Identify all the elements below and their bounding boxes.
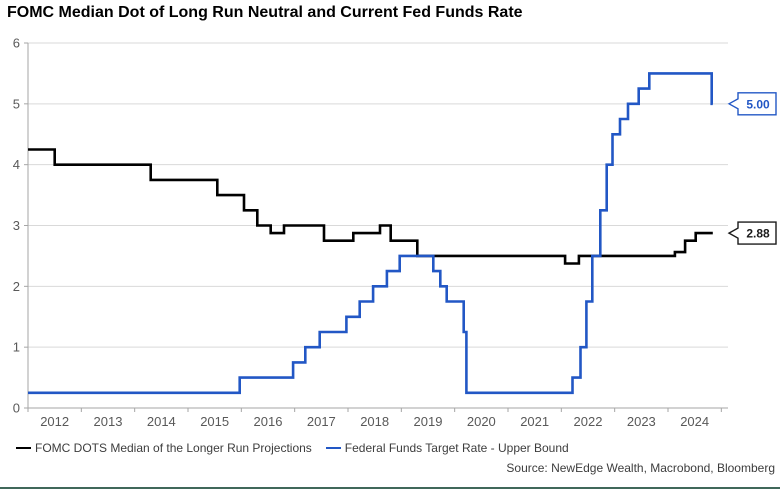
y-axis-label: 4: [13, 157, 20, 172]
x-axis-label: 2017: [307, 414, 336, 429]
y-axis-label: 3: [13, 218, 20, 233]
legend-swatch-black-line: [16, 446, 31, 450]
y-axis-label: 0: [13, 401, 20, 416]
x-axis-label: 2024: [680, 414, 709, 429]
legend-label: Federal Funds Target Rate - Upper Bound: [344, 441, 569, 455]
x-axis-label: 2020: [467, 414, 496, 429]
x-axis-label: 2019: [414, 414, 443, 429]
chart-legend: FOMC DOTS Median of the Longer Run Proje…: [16, 441, 583, 455]
legend-item-fomc-dots: FOMC DOTS Median of the Longer Run Proje…: [16, 441, 312, 455]
chart-canvas: 0 1 2 3 4 5 6 2012 2013 2014 2015 2016 2017 2018 2019 2…: [13, 36, 777, 429]
x-axis-label: 2016: [254, 414, 283, 429]
value-callout-box: [727, 221, 777, 245]
legend-item-fed-funds: Federal Funds Target Rate - Upper Bound: [325, 441, 569, 455]
x-axis-label: 2022: [574, 414, 603, 429]
source-attribution: Source: NewEdge Wealth, Macrobond, Bloom…: [506, 461, 775, 475]
x-axis-label: 2015: [200, 414, 229, 429]
y-axis-label: 1: [13, 340, 20, 355]
x-axis-label: 2018: [360, 414, 389, 429]
x-axis-label: 2021: [520, 414, 549, 429]
y-axis-label: 2: [13, 279, 20, 294]
value-callout-text: 5.00: [746, 97, 770, 111]
x-axis-label: 2014: [147, 414, 176, 429]
value-callout-box: [727, 92, 777, 116]
bottom-border-line: [0, 487, 780, 489]
value-callout-text: 2.88: [746, 227, 770, 241]
y-axis-label: 5: [13, 96, 20, 111]
x-axis-label: 2012: [40, 414, 69, 429]
x-axis-label: 2023: [627, 414, 656, 429]
x-axis-label: 2013: [94, 414, 123, 429]
legend-label: FOMC DOTS Median of the Longer Run Proje…: [35, 441, 312, 455]
series-line-fed-funds: [28, 72, 713, 395]
y-axis-label: 6: [13, 36, 20, 51]
chart-title: FOMC Median Dot of Long Run Neutral and …: [7, 4, 523, 21]
legend-swatch-blue-line: [325, 446, 341, 450]
series-line-fomc-dots: [28, 148, 713, 265]
